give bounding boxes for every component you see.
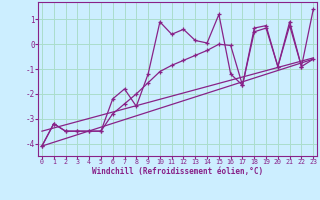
X-axis label: Windchill (Refroidissement éolien,°C): Windchill (Refroidissement éolien,°C) [92,167,263,176]
